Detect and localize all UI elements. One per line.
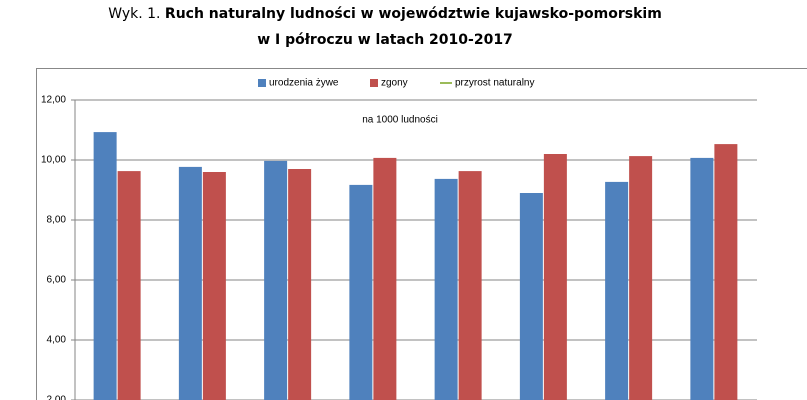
legend-label: zgony	[381, 78, 408, 89]
chart-frame	[36, 68, 807, 400]
y-tick-label: 6,00	[47, 275, 67, 286]
legend-label: urodzenia żywe	[269, 78, 339, 89]
figure-label: Wyk. 1.	[108, 6, 160, 22]
title-line: Ruch naturalny ludności w województwie k…	[165, 6, 662, 22]
bar	[434, 178, 458, 400]
y-tick-label: 8,00	[47, 215, 67, 226]
bar	[373, 157, 397, 400]
chart-title: Wyk. 1. Ruch naturalny ludności w wojewó…	[108, 6, 662, 22]
bar	[202, 172, 226, 400]
title-line: w I półroczu w latach 2010-2017	[257, 32, 513, 48]
legend-swatch	[258, 79, 266, 87]
bar	[519, 193, 543, 400]
legend-label: przyrost naturalny	[455, 78, 534, 89]
y-tick-label: 4,00	[47, 335, 67, 346]
y-tick-label: 2,00	[47, 395, 67, 400]
bar	[178, 166, 202, 400]
annotation: na 1000 ludności	[362, 115, 438, 126]
bar	[288, 169, 312, 400]
bar	[714, 144, 738, 400]
legend-swatch	[370, 79, 378, 87]
bar	[629, 156, 653, 400]
bar	[264, 160, 288, 400]
bar	[117, 171, 141, 400]
bar	[349, 184, 373, 400]
y-tick-label: 10,00	[41, 155, 66, 166]
bar	[93, 132, 117, 400]
bar	[690, 157, 714, 400]
y-tick-label: 12,00	[41, 95, 66, 106]
bar	[458, 171, 482, 400]
bar	[605, 181, 629, 400]
bar	[543, 154, 567, 400]
